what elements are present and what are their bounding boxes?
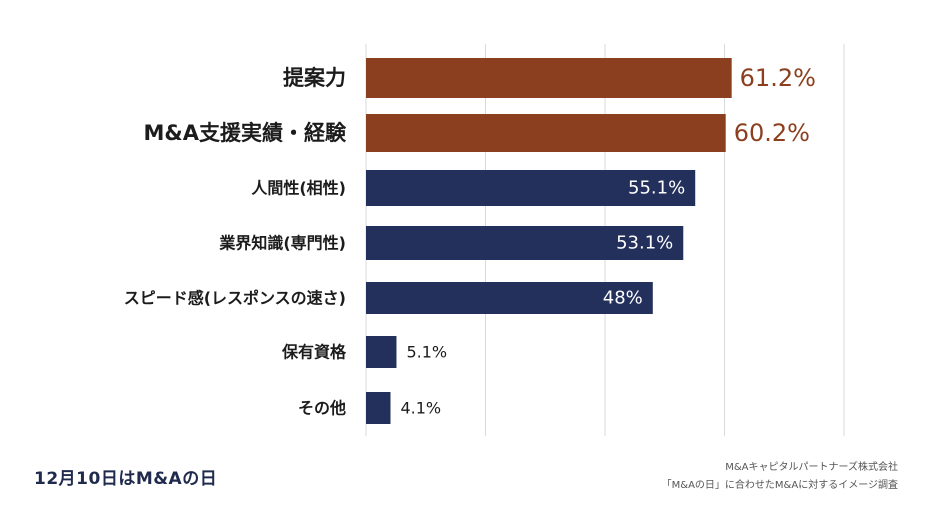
- category-label: 人間性(相性): [251, 179, 346, 198]
- value-label: 4.1%: [400, 399, 441, 418]
- value-label: 60.2%: [734, 119, 810, 147]
- source-company: M&Aキャピタルパートナーズ株式会社: [725, 462, 898, 473]
- bar: [366, 392, 391, 424]
- value-label: 53.1%: [616, 233, 673, 254]
- bar: [366, 282, 653, 314]
- bar: [366, 336, 397, 368]
- bar: [366, 114, 726, 152]
- bar-chart: 提案力 61.2% M&A支援実績・経験 60.2% 人間性(相性) 55.1% 業界知識(…: [124, 44, 845, 436]
- category-label: M&A支援実績・経験: [144, 121, 347, 145]
- category-label: その他: [298, 399, 346, 418]
- source-survey: 「M&Aの日」に合わせたM&Aに対するイメージ調査: [661, 480, 898, 491]
- category-label: 業界知識(専門性): [218, 234, 346, 253]
- bar: [366, 226, 684, 260]
- category-label: スピード感(レスポンスの速さ): [124, 289, 346, 308]
- value-label: 5.1%: [406, 343, 447, 362]
- category-label: 提案力: [283, 66, 346, 90]
- value-label: 55.1%: [628, 178, 685, 199]
- bar: [366, 170, 696, 206]
- footer-logo-text: 12月10日はM&Aの日: [34, 469, 218, 489]
- source-note: M&Aキャピタルパートナーズ株式会社 「M&Aの日」に合わせたM&Aに対するイメ…: [662, 459, 898, 495]
- bar: [366, 58, 732, 98]
- category-label: 保有資格: [281, 343, 347, 362]
- value-label: 61.2%: [740, 64, 816, 92]
- value-label: 48%: [603, 288, 643, 309]
